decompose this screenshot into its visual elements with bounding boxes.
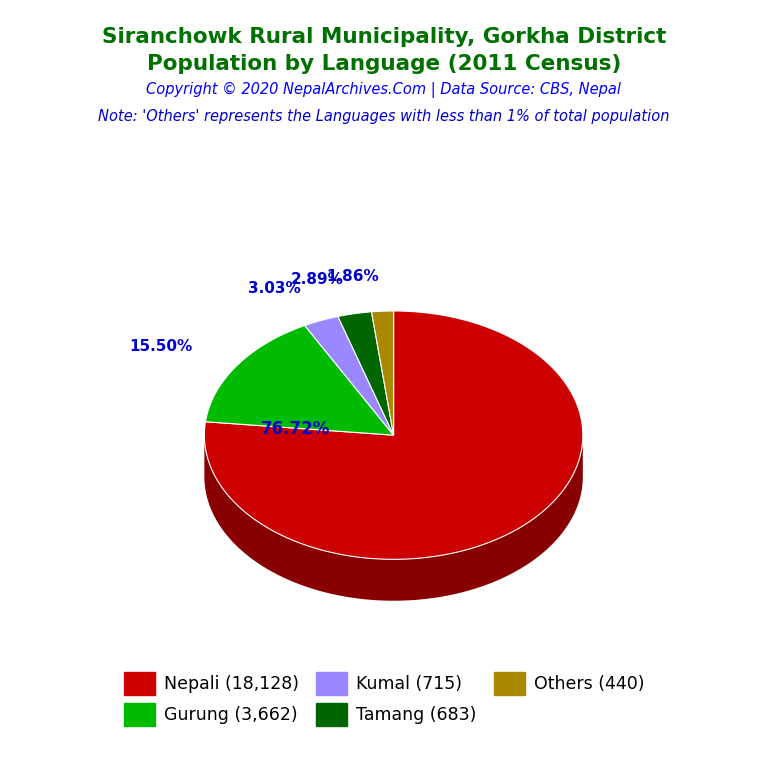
Text: 3.03%: 3.03% bbox=[248, 281, 301, 296]
Polygon shape bbox=[372, 311, 393, 435]
Text: Siranchowk Rural Municipality, Gorkha District: Siranchowk Rural Municipality, Gorkha Di… bbox=[102, 27, 666, 47]
Polygon shape bbox=[338, 312, 393, 435]
Polygon shape bbox=[206, 326, 393, 435]
Text: 1.86%: 1.86% bbox=[326, 269, 379, 284]
Polygon shape bbox=[204, 435, 583, 601]
Text: 2.89%: 2.89% bbox=[291, 272, 343, 287]
Text: 76.72%: 76.72% bbox=[260, 420, 330, 438]
Text: Note: 'Others' represents the Languages with less than 1% of total population: Note: 'Others' represents the Languages … bbox=[98, 109, 670, 124]
Polygon shape bbox=[204, 311, 583, 559]
Text: Copyright © 2020 NepalArchives.Com | Data Source: CBS, Nepal: Copyright © 2020 NepalArchives.Com | Dat… bbox=[147, 82, 621, 98]
Polygon shape bbox=[305, 316, 393, 435]
Text: 15.50%: 15.50% bbox=[130, 339, 193, 353]
Legend: Nepali (18,128), Gurung (3,662), Kumal (715), Tamang (683), Others (440): Nepali (18,128), Gurung (3,662), Kumal (… bbox=[117, 665, 651, 733]
Text: Population by Language (2011 Census): Population by Language (2011 Census) bbox=[147, 54, 621, 74]
